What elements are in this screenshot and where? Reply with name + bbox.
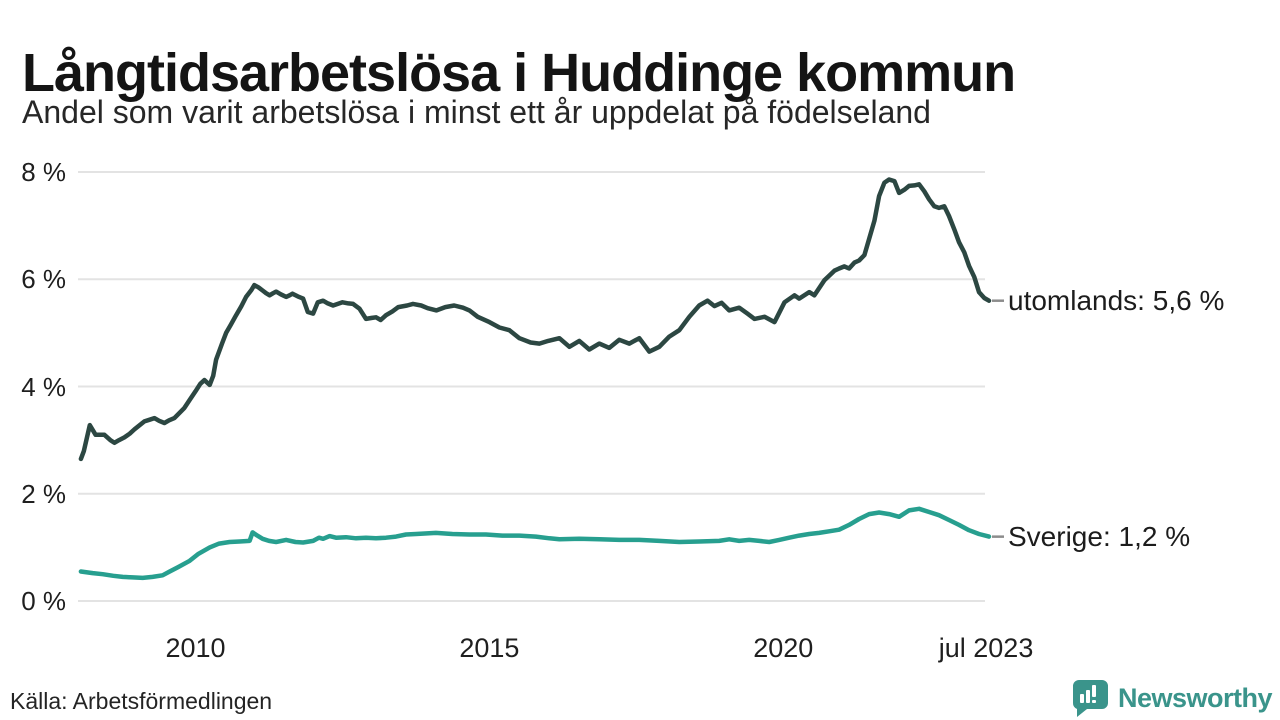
- series-line-sverige: [78, 506, 992, 581]
- y-tick-label: 6 %: [21, 264, 66, 295]
- newsworthy-logo: Newsworthy: [1071, 679, 1273, 717]
- series-line-utomlands: [78, 177, 992, 462]
- newsworthy-wordmark: Newsworthy: [1117, 682, 1273, 713]
- series-end-label-utomlands: utomlands: 5,6 %: [1008, 284, 1225, 316]
- x-tick-label: jul 2023: [938, 633, 1034, 663]
- y-tick-label: 8 %: [21, 157, 66, 187]
- y-tick-label: 4 %: [21, 371, 66, 402]
- y-tick-label: 0 %: [21, 586, 66, 616]
- y-tick-label: 2 %: [21, 478, 66, 509]
- series-end-label-sverige: Sverige: 1,2 %: [1008, 520, 1191, 552]
- x-tick-label: 2020: [753, 633, 814, 663]
- source-note: Källa: Arbetsförmedlingen: [10, 688, 273, 714]
- newsworthy-mark-icon: [1072, 680, 1108, 717]
- x-tick-label: 2010: [165, 633, 226, 663]
- chart-subtitle: Andel som varit arbetslösa i minst ett å…: [22, 94, 931, 130]
- chart-title: Långtidsarbetslösa i Huddinge kommun: [22, 43, 1016, 104]
- x-tick-label: 2015: [459, 633, 520, 663]
